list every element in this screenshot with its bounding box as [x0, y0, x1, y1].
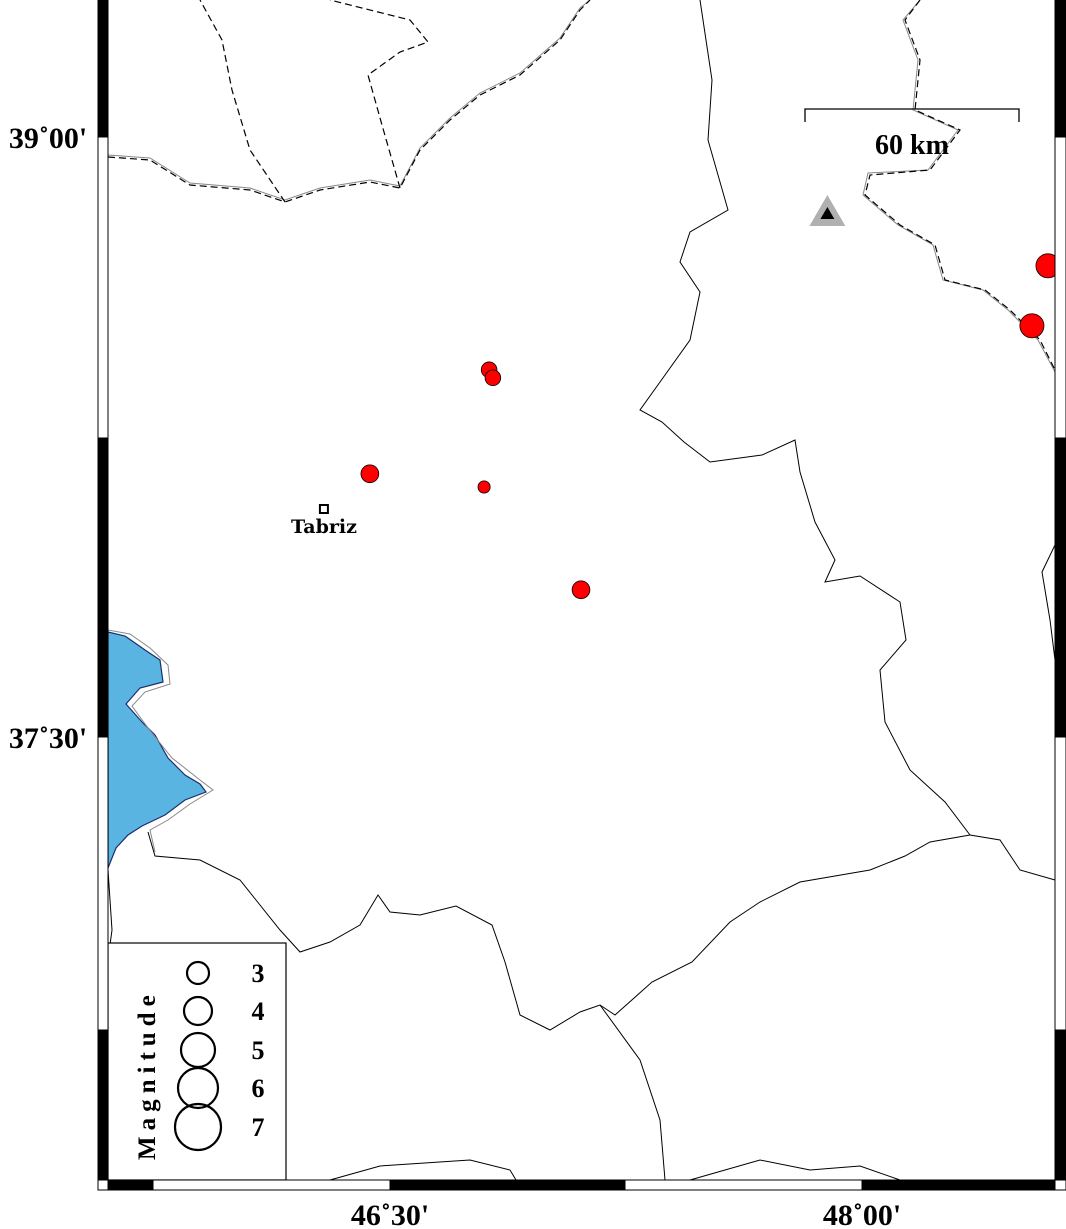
- frame-segment: [97, 1029, 109, 1181]
- earthquake-marker: [360, 464, 380, 484]
- legend-label: 7: [252, 1113, 265, 1142]
- lon-label-48-00: 48˚00': [823, 1199, 901, 1229]
- scale-bar: 60 km: [804, 108, 1020, 161]
- city-label: Tabriz: [291, 516, 357, 538]
- frame-segment: [624, 1179, 863, 1191]
- frame-segment: [1054, 437, 1066, 738]
- earthquake-layer: [360, 253, 1061, 600]
- frame-segment: [1054, 0, 1066, 138]
- legend-label: 6: [252, 1074, 265, 1103]
- frame-segment: [1054, 736, 1066, 1031]
- legend-title: Magnitude: [134, 989, 161, 1160]
- lat-label-39-00: 39˚00': [9, 122, 87, 155]
- city-marker: Tabriz: [291, 504, 357, 538]
- lake-shore-outline: [107, 629, 214, 853]
- frame-segment: [389, 1179, 626, 1191]
- frame-segment: [97, 136, 109, 439]
- volcano-inner-triangle: [820, 207, 835, 219]
- legend-label: 3: [252, 959, 265, 988]
- legend: Magnitude 3 4 5 6 7: [107, 942, 287, 1181]
- earthquake-marker: [571, 580, 591, 600]
- scale-bar-label: 60 km: [875, 130, 949, 161]
- lat-label-37-30: 37˚30': [9, 722, 87, 755]
- province-boundaries: [107, 0, 1056, 1181]
- legend-label: 4: [252, 997, 265, 1026]
- frame-segment: [1054, 136, 1066, 439]
- legend-circle: [185, 960, 211, 986]
- legend-circle: [173, 1102, 223, 1152]
- frame-segment: [97, 1179, 109, 1191]
- legend-circle: [176, 1066, 220, 1110]
- frame-segment: [1054, 1029, 1066, 1181]
- lon-label-46-30: 46˚30': [351, 1199, 429, 1229]
- frame-segment: [97, 437, 109, 738]
- frame-segment: [107, 1179, 154, 1191]
- frame-segment: [861, 1179, 1056, 1191]
- lake-urmia: [107, 631, 207, 869]
- legend-circle: [182, 995, 214, 1027]
- city-square-icon: [318, 504, 329, 514]
- frame-segment: [1054, 1179, 1066, 1191]
- earthquake-marker: [1019, 313, 1045, 339]
- frame-segment: [97, 736, 109, 1031]
- frame-segment: [152, 1179, 391, 1191]
- map-frame: [97, 0, 1066, 1191]
- international-borders: [107, 0, 1056, 373]
- frame-segment: [97, 0, 109, 138]
- legend-label: 5: [252, 1036, 265, 1065]
- earthquake-marker: [477, 480, 491, 494]
- volcano-icon: [809, 195, 846, 226]
- earthquake-marker: [484, 369, 502, 387]
